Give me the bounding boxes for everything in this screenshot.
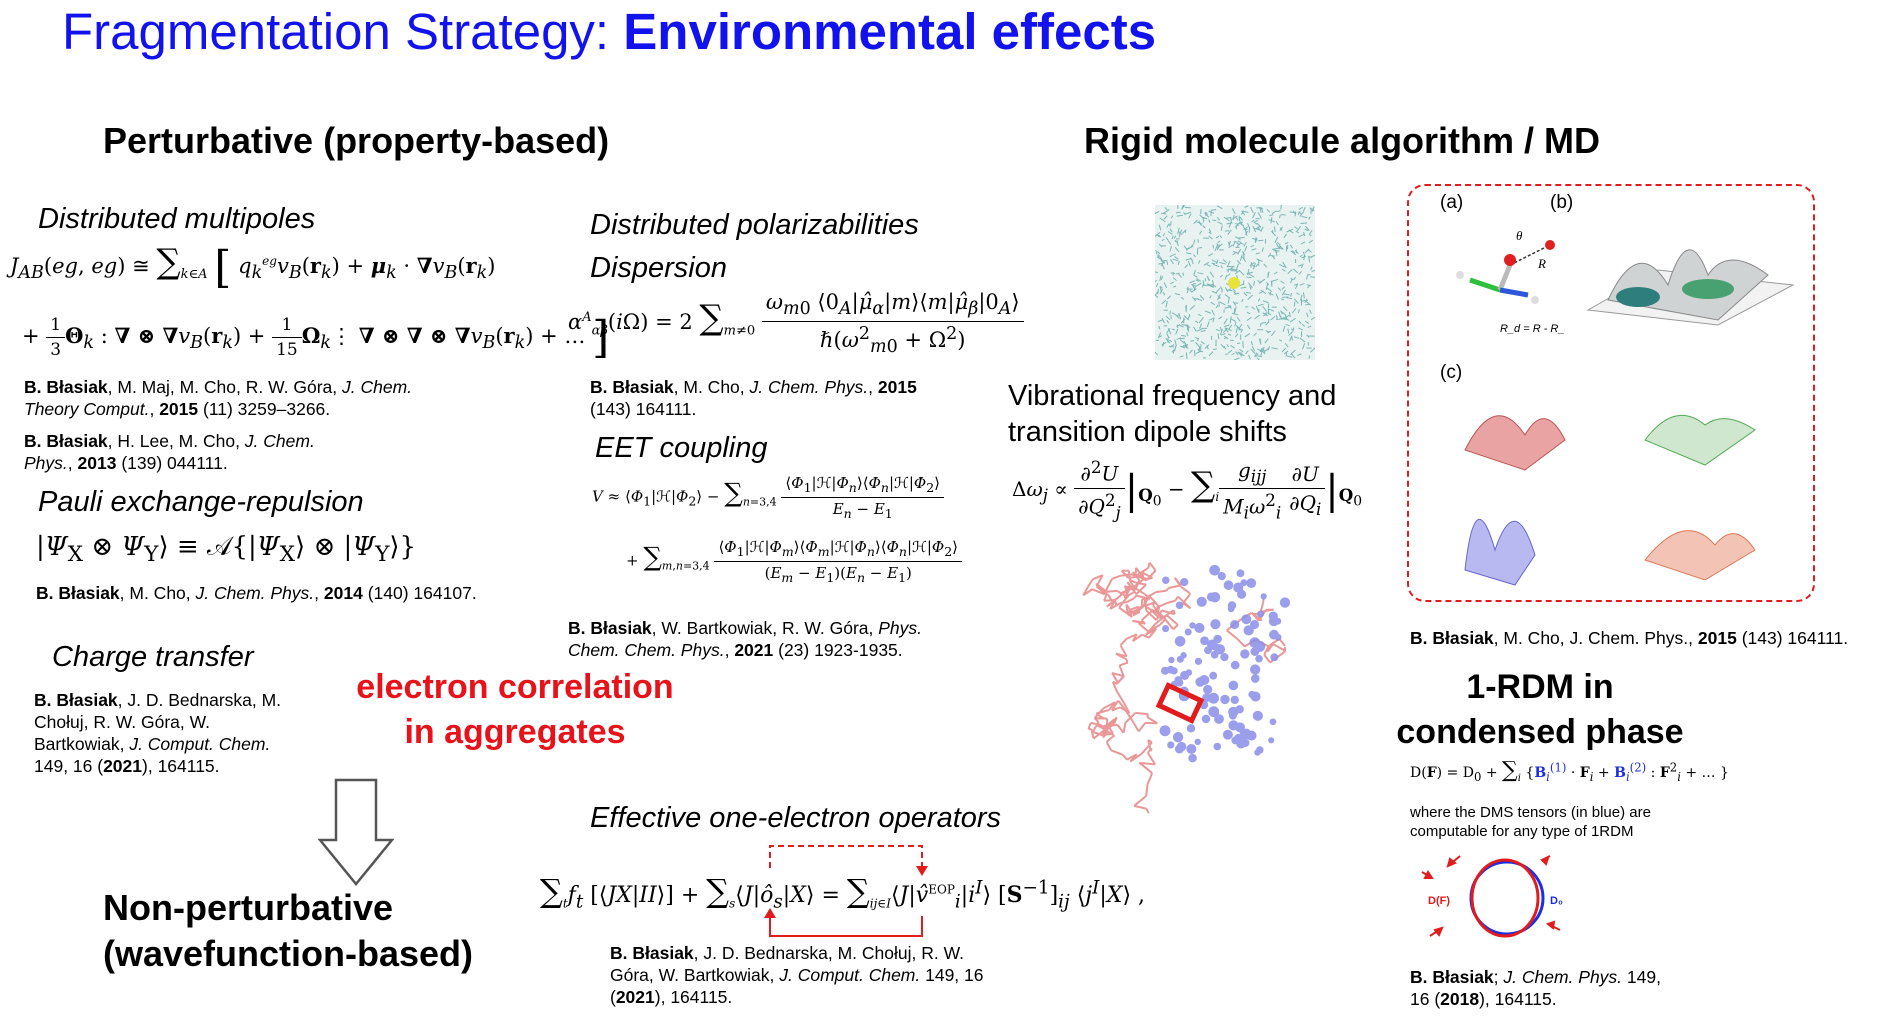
charge-transfer-ref: B. Błasiak, J. D. Bednarska, M. Chołuj, … bbox=[34, 690, 282, 776]
rigid-heading: Rigid molecule algorithm / MD bbox=[1084, 120, 1601, 161]
r-label: R bbox=[1537, 256, 1546, 271]
pes-figure-box bbox=[1407, 184, 1815, 602]
eop-arrows bbox=[764, 845, 928, 937]
pes-surfaces-c bbox=[1464, 415, 1756, 586]
rdm-note: where the DMS tensors (in blue) are comp… bbox=[1410, 804, 1651, 840]
pauli-ref: B. Błasiak, M. Cho, J. Chem. Phys., 2014… bbox=[36, 583, 477, 603]
multipoles-ref-2: B. Błasiak, H. Lee, M. Cho, J. Chem. Phy… bbox=[24, 431, 315, 473]
eop-label: Effective one-electron operators bbox=[590, 802, 1002, 834]
rdm-density-diagram: D(F) D₀ bbox=[1421, 855, 1563, 938]
polarizabilities-label: Distributed polarizabilities bbox=[590, 209, 919, 241]
vibrational-shift-equation: Δωj ∝ ∂2U ∂Q2j |Q0 − ∑i gijj Miω2i ∂U ∂Qi |Q0 bbox=[1012, 458, 1363, 523]
rigid-ref: B. Błasiak, M. Cho, J. Chem. Phys., 2015… bbox=[1410, 628, 1849, 648]
charge-transfer-label: Charge transfer bbox=[52, 641, 254, 673]
pes-surface-b bbox=[1586, 249, 1795, 326]
pauli-equation: |ΨX ⊗ ΨY⟩ ≡ 𝒜{|ΨX⟩ ⊗ |ΨY⟩} bbox=[36, 532, 417, 568]
figure-label-c: (c) bbox=[1440, 362, 1463, 383]
non-perturbative-heading: Non-perturbative (wavefunction-based) bbox=[103, 887, 474, 974]
eop-equation: ∑tft [⟨JX|II⟩] + ∑s⟨J|ôs|X⟩ = ∑ij∈I⟨J|v̂… bbox=[540, 872, 1146, 913]
figure-label-b: (b) bbox=[1550, 192, 1574, 213]
theta-label: θ bbox=[1516, 228, 1523, 243]
multipoles-label: Distributed multipoles bbox=[38, 203, 316, 235]
md-water-box-image bbox=[1155, 205, 1315, 360]
down-arrow-icon bbox=[318, 778, 394, 886]
rdm-ref: B. Błasiak; J. Chem. Phys. 149, 16 (2018… bbox=[1410, 967, 1661, 1009]
electron-correlation-label: electron correlation in aggregates bbox=[356, 668, 674, 751]
eet-equation-line2: + ∑m,n=3,4 ⟨Φ1|ℋ|Φm⟩⟨Φm|ℋ|Φn⟩⟨Φn|ℋ|Φ2⟩ (E… bbox=[626, 538, 963, 585]
protein-structure-image bbox=[1082, 562, 1291, 814]
polarizabilities-ref: B. Błasiak, M. Cho, J. Chem. Phys., 2015… bbox=[590, 377, 917, 419]
vibrational-shift-label: Vibrational frequency and transition dipo… bbox=[1008, 380, 1337, 448]
rdm-heading: 1-RDM in condensed phase bbox=[1396, 668, 1684, 751]
eet-label: EET coupling bbox=[595, 432, 768, 464]
multipoles-ref-1: B. Błasiak, M. Maj, M. Cho, R. W. Góra, … bbox=[24, 377, 413, 419]
figure-label-a: (a) bbox=[1440, 192, 1464, 213]
eop-ref: B. Błasiak, J. D. Bednarska, M. Chołuj, … bbox=[610, 943, 984, 1007]
perturbative-heading: Perturbative (property-based) bbox=[103, 120, 610, 161]
multipole-equation-line2: + 1 3 Θk : ∇ ⊗ ∇vB(rk) + 1 15 Ωk⋮ ∇ ⊗ ∇ ⊗ ∇v… bbox=[22, 312, 610, 363]
pauli-label: Pauli exchange-repulsion bbox=[38, 486, 364, 518]
slide-title: Fragmentation Strategy: Environmental ef… bbox=[62, 3, 1157, 60]
multipole-equation-line1: JAB(eg, eg) ≅ ∑k∈A [ qkegvB(rk) + μk · ∇… bbox=[10, 242, 496, 293]
polarizability-equation: αAαβ(iΩ) = 2 ∑m≠0 ωm0 ⟨0A|μ̂α|m⟩⟨m|μ̂β|0… bbox=[568, 290, 1024, 357]
d0-label: D₀ bbox=[1550, 895, 1563, 907]
dispersion-label: Dispersion bbox=[590, 252, 727, 284]
df-label: D(F) bbox=[1428, 895, 1450, 907]
rdm-equation: D(F) = D0 + ∑i {Bi(1) · Fi + Bi(2) : F2i… bbox=[1410, 758, 1729, 784]
eet-ref: B. Błasiak, W. Bartkowiak, R. W. Góra, P… bbox=[568, 618, 923, 660]
molecule-geometry-image: R_d = R - R_eq θ R bbox=[1456, 228, 1565, 335]
rd-label: R_d = R - R_eq bbox=[1500, 323, 1565, 335]
eet-equation-line1: V ≈ ⟨Φ1|ℋ|Φ2⟩ − ∑n=3,4 ⟨Φ1|ℋ|Φn⟩⟨Φn|ℋ|Φ2… bbox=[592, 474, 944, 521]
